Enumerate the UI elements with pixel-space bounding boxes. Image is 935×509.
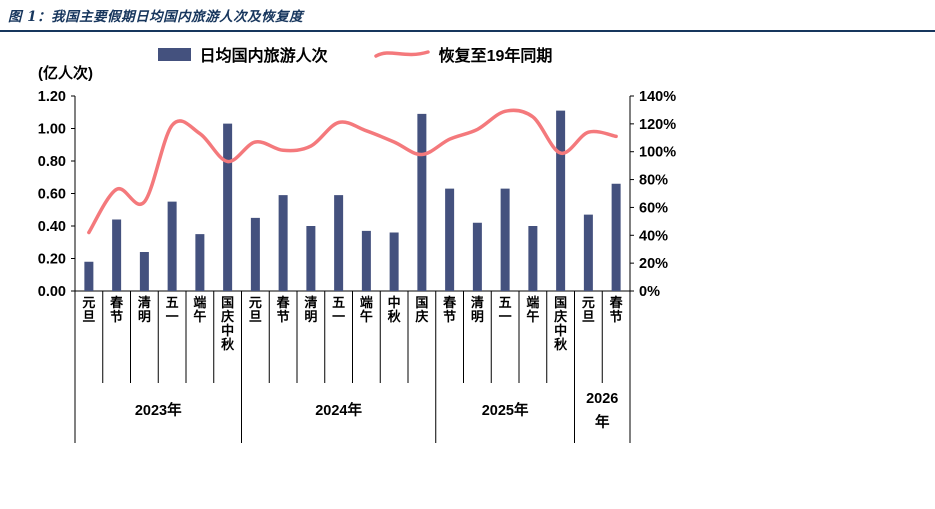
right-axis-tick-label: 80%: [639, 173, 668, 189]
bar-series-swatch: [157, 47, 191, 61]
line-series-swatch: [373, 50, 430, 58]
right-axis-tick-label: 40%: [639, 228, 668, 244]
bar-元旦-18: [583, 214, 593, 291]
left-axis-tick-label: 0.40: [38, 219, 66, 235]
bar-五一-9: [334, 195, 344, 291]
right-axis-tick-label: 60%: [639, 200, 668, 216]
left-axis-unit-label: (亿人次): [38, 65, 93, 82]
year-label-1: 2024年: [315, 401, 362, 419]
bar-国庆中秋-5: [223, 123, 233, 291]
bar-春节-7: [278, 195, 288, 291]
bar-清明-8: [306, 226, 316, 291]
title-underline: [0, 30, 935, 32]
category-label-3: 五一: [166, 295, 179, 324]
legend-item-bars: 日均国内旅游人次: [157, 42, 328, 66]
left-axis-tick-label: 0.80: [38, 154, 66, 170]
bar-清明-14: [472, 222, 482, 291]
right-axis-tick-label: 100%: [639, 145, 676, 161]
bar-端午-10: [361, 230, 371, 291]
category-label-7: 春节: [276, 295, 291, 324]
category-label-4: 端午: [193, 295, 206, 324]
bar-series-label: 日均国内旅游人次: [199, 48, 328, 65]
bar-清明-2: [139, 252, 149, 291]
legend-item-line: 恢复至19年同期: [373, 42, 553, 66]
right-axis-tick-label: 120%: [639, 117, 676, 133]
chart-legend: 日均国内旅游人次 恢复至19年同期: [75, 42, 635, 66]
bar-元旦-6: [250, 217, 260, 291]
category-label-18: 元旦: [582, 295, 595, 324]
category-label-8: 清明: [304, 295, 317, 324]
left-axis-tick-label: 0.60: [38, 187, 66, 203]
bar-端午-4: [195, 234, 205, 291]
category-label-10: 端午: [360, 295, 373, 324]
figure-title: 图 1：我国主要假期日均国内旅游人次及恢复度: [8, 9, 304, 25]
right-axis-tick-label: 0%: [639, 284, 660, 300]
category-label-16: 端午: [526, 295, 539, 324]
bar-端午-16: [528, 226, 538, 291]
right-axis-tick-label: 20%: [639, 256, 668, 272]
bar-五一-3: [167, 201, 177, 291]
bar-春节-1: [112, 219, 122, 291]
category-label-15: 五一: [499, 295, 512, 324]
year-label-2: 2025年: [482, 401, 529, 419]
bar-春节-19: [611, 183, 621, 291]
category-label-11: 中秋: [388, 295, 402, 324]
line-series-label: 恢复至19年同期: [438, 48, 553, 65]
year-label-0: 2023年: [135, 401, 182, 419]
bar-五一-15: [500, 188, 510, 291]
category-label-14: 清明: [471, 295, 484, 324]
chart-canvas: 1.20 1.00 0.80 0.60 0.40 0.20 0.00 140% 120% 100%…: [38, 89, 676, 443]
category-label-1: 春节: [109, 295, 124, 324]
category-label-9: 五一: [332, 295, 345, 324]
category-label-0: 元旦: [82, 295, 95, 324]
bar-国庆中秋-17: [556, 110, 566, 291]
figure-title-bar: 图 1：我国主要假期日均国内旅游人次及恢复度: [0, 0, 935, 30]
bar-中秋-11: [389, 232, 399, 291]
left-axis-tick-label: 1.00: [38, 122, 66, 138]
left-axis-tick-label: 1.20: [38, 89, 66, 105]
bar-春节-13: [445, 188, 455, 291]
bar-元旦-0: [84, 261, 94, 291]
bar-国庆-12: [417, 113, 427, 291]
category-label-17: 国庆中秋: [553, 295, 568, 352]
category-label-5: 国庆中秋: [220, 295, 235, 352]
category-label-12: 国庆: [414, 295, 428, 324]
year-label-3: 年: [595, 413, 610, 431]
left-axis-tick-label: 0.00: [38, 284, 66, 300]
category-label-2: 清明: [138, 295, 151, 324]
category-label-6: 元旦: [249, 295, 262, 324]
year-label-3: 2026: [586, 391, 618, 407]
category-label-19: 春节: [609, 295, 624, 324]
category-label-13: 春节: [442, 295, 457, 324]
recovery-line: [87, 108, 618, 235]
right-axis-tick-label: 140%: [639, 89, 676, 105]
left-axis-tick-label: 0.20: [38, 252, 66, 268]
